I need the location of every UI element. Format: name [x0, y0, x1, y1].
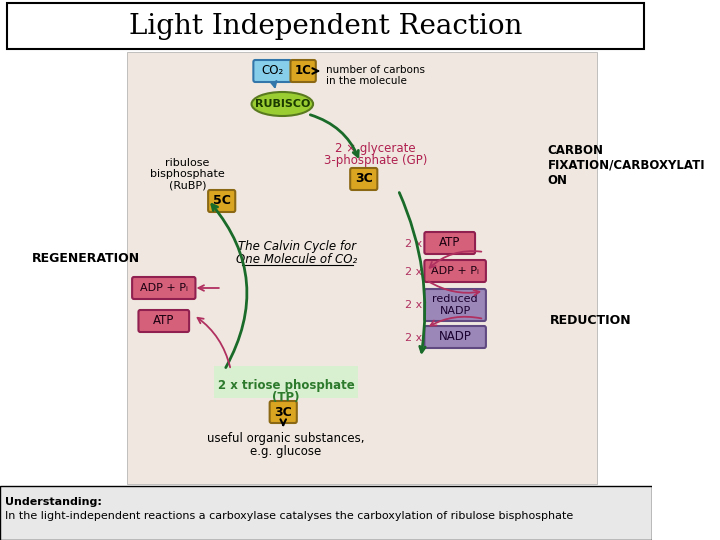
FancyBboxPatch shape: [214, 366, 359, 398]
Text: 2 x: 2 x: [405, 267, 423, 277]
Text: (TP): (TP): [272, 391, 300, 404]
Text: (RuBP): (RuBP): [168, 180, 206, 190]
Text: 3C: 3C: [355, 172, 373, 186]
FancyBboxPatch shape: [424, 260, 486, 282]
FancyBboxPatch shape: [253, 60, 292, 82]
Text: ADP + Pᵢ: ADP + Pᵢ: [140, 283, 188, 293]
Text: 2 x: 2 x: [405, 333, 423, 343]
Text: REDUCTION: REDUCTION: [550, 314, 631, 327]
Text: CARBON
FIXATION/CARBOXYLATI
ON: CARBON FIXATION/CARBOXYLATI ON: [547, 144, 705, 186]
Text: 2 × glycerate: 2 × glycerate: [336, 142, 416, 155]
Text: The Calvin Cycle for: The Calvin Cycle for: [238, 240, 356, 253]
Text: CO₂: CO₂: [261, 64, 284, 78]
FancyBboxPatch shape: [7, 3, 644, 49]
FancyBboxPatch shape: [127, 52, 597, 484]
Text: ribulose: ribulose: [165, 158, 210, 168]
Text: ATP: ATP: [439, 237, 460, 249]
FancyBboxPatch shape: [0, 486, 652, 540]
Text: 2 x triose phosphate: 2 x triose phosphate: [217, 379, 354, 392]
FancyBboxPatch shape: [270, 401, 297, 423]
Text: REGENERATION: REGENERATION: [32, 252, 140, 265]
FancyBboxPatch shape: [424, 289, 486, 321]
Text: in the molecule: in the molecule: [325, 76, 407, 86]
FancyBboxPatch shape: [132, 277, 195, 299]
Text: useful organic substances,: useful organic substances,: [207, 432, 365, 445]
Text: 3-phosphate (GP): 3-phosphate (GP): [324, 154, 427, 167]
Text: NADP: NADP: [438, 330, 472, 343]
FancyBboxPatch shape: [350, 168, 377, 190]
Text: 5C: 5C: [212, 194, 230, 207]
Ellipse shape: [251, 92, 313, 116]
Text: 3C: 3C: [274, 406, 292, 419]
Text: ATP: ATP: [153, 314, 174, 327]
Text: Light Independent Reaction: Light Independent Reaction: [129, 12, 523, 39]
Text: ADP + Pᵢ: ADP + Pᵢ: [431, 266, 479, 276]
Text: 2 x: 2 x: [405, 239, 423, 249]
FancyBboxPatch shape: [424, 326, 486, 348]
FancyBboxPatch shape: [424, 232, 475, 254]
Text: One Molecule of CO₂: One Molecule of CO₂: [236, 253, 357, 266]
Text: 1C: 1C: [294, 64, 312, 78]
Text: RUBISCO: RUBISCO: [255, 99, 310, 109]
Text: reduced
NADP: reduced NADP: [432, 294, 478, 316]
Text: number of carbons: number of carbons: [325, 65, 425, 75]
FancyBboxPatch shape: [208, 190, 235, 212]
Text: 2 x: 2 x: [405, 300, 423, 310]
Text: Understanding:: Understanding:: [6, 497, 102, 507]
FancyBboxPatch shape: [290, 60, 316, 82]
FancyBboxPatch shape: [138, 310, 189, 332]
Text: e.g. glucose: e.g. glucose: [251, 445, 322, 458]
Text: bisphosphate: bisphosphate: [150, 169, 225, 179]
Text: In the light-independent reactions a carboxylase catalyses the carboxylation of : In the light-independent reactions a car…: [6, 511, 574, 521]
